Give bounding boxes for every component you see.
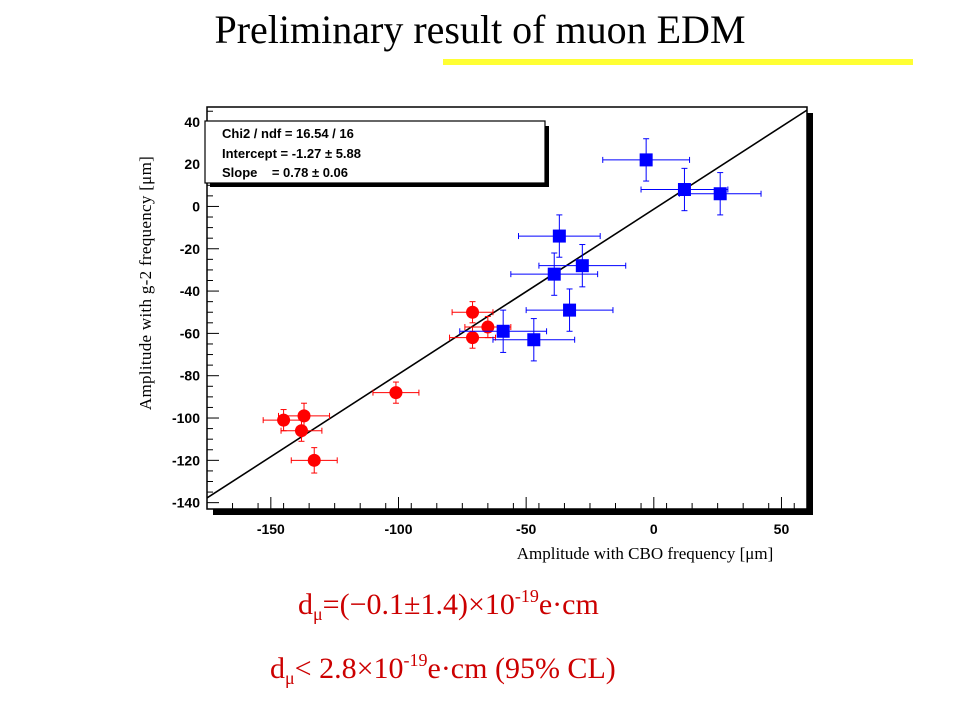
blue-square-point bbox=[517, 214, 601, 258]
blue-square-point bbox=[602, 138, 691, 182]
point-marker bbox=[677, 183, 691, 197]
stats-chi2: Chi2 / ndf = 16.54 / 16 bbox=[222, 126, 354, 141]
result-symbol: d bbox=[298, 588, 313, 621]
x-tick-label: -50 bbox=[516, 521, 536, 537]
point-marker bbox=[297, 409, 311, 423]
point-marker bbox=[563, 303, 577, 317]
slide-title: Preliminary result of muon EDM bbox=[214, 7, 746, 52]
x-tick-label: -150 bbox=[257, 521, 285, 537]
point-marker bbox=[307, 453, 321, 467]
point-marker bbox=[552, 229, 566, 243]
blue-square-point bbox=[492, 318, 576, 362]
y-tick-label: -100 bbox=[172, 410, 200, 426]
limit-value: < 2.8×10 bbox=[294, 652, 404, 685]
x-axis-label: Amplitude with CBO frequency [μm] bbox=[517, 544, 774, 563]
limit-unit: e·cm (95% CL) bbox=[427, 652, 616, 685]
result-value: =(−0.1±1.4)×10 bbox=[322, 588, 515, 621]
red-circle-point bbox=[464, 315, 512, 339]
y-tick-label: -40 bbox=[180, 283, 200, 299]
blue-square-point bbox=[510, 252, 599, 296]
result-subscript: μ bbox=[313, 604, 323, 624]
axis-ticks: -150 -100 -50 0 50 40 20 0 -20 -40 -60 -80 -100 -120 -… bbox=[172, 110, 795, 537]
limit-exponent: -19 bbox=[403, 650, 428, 670]
result-exponent: -19 bbox=[514, 586, 539, 606]
point-marker bbox=[466, 305, 480, 319]
stats-slope: Slope = 0.78 ± 0.06 bbox=[222, 165, 348, 180]
data-points bbox=[262, 138, 762, 474]
title-underline bbox=[443, 59, 913, 65]
stats-intercept: Intercept = -1.27 ± 5.88 bbox=[222, 146, 361, 161]
point-marker bbox=[466, 331, 480, 345]
point-marker bbox=[294, 424, 308, 438]
red-circle-point bbox=[290, 447, 338, 474]
y-tick-label: 20 bbox=[184, 156, 200, 172]
x-tick-label: 0 bbox=[650, 521, 658, 537]
blue-square-point bbox=[459, 309, 548, 353]
y-tick-label: 0 bbox=[192, 198, 200, 214]
stats-box-frame bbox=[204, 120, 546, 184]
stats-box: Chi2 / ndf = 16.54 / 16 Intercept = -1.2… bbox=[204, 120, 549, 187]
y-tick-label: -60 bbox=[180, 325, 200, 341]
red-circle-point bbox=[372, 381, 420, 404]
point-marker bbox=[575, 259, 589, 273]
edm-upper-limit: dμ< 2.8×10-19e·cm (95% CL) bbox=[270, 650, 616, 689]
y-tick-label: -20 bbox=[180, 241, 200, 257]
red-circle-point bbox=[451, 301, 494, 324]
point-marker bbox=[639, 153, 653, 167]
blue-square-point bbox=[678, 172, 762, 216]
red-circle-point bbox=[277, 402, 331, 430]
result-unit: e·cm bbox=[538, 588, 599, 621]
point-marker bbox=[527, 333, 541, 347]
edm-result: dμ=(−0.1±1.4)×10-19e·cm bbox=[298, 586, 599, 625]
blue-square-point bbox=[538, 244, 627, 288]
point-marker bbox=[496, 324, 510, 338]
point-marker bbox=[389, 386, 403, 400]
x-tick-label: -100 bbox=[384, 521, 412, 537]
y-tick-label: 40 bbox=[184, 114, 200, 130]
blue-square-point bbox=[525, 288, 614, 332]
point-marker bbox=[713, 187, 727, 201]
limit-symbol: d bbox=[270, 652, 285, 685]
x-tick-label: 50 bbox=[774, 521, 790, 537]
y-axis-label: Amplitude with g-2 frequency [μm] bbox=[136, 156, 155, 410]
red-circle-point bbox=[280, 419, 323, 442]
blue-square-point bbox=[640, 167, 729, 212]
limit-subscript: μ bbox=[285, 668, 295, 688]
y-tick-label: -120 bbox=[172, 452, 200, 468]
point-marker bbox=[277, 413, 291, 427]
scatter-chart: -150 -100 -50 0 50 40 20 0 -20 -40 -60 -80 -100 -120 -… bbox=[136, 106, 813, 563]
point-marker bbox=[481, 320, 495, 334]
point-marker bbox=[547, 267, 561, 281]
y-tick-label: -140 bbox=[172, 495, 200, 511]
y-tick-label: -80 bbox=[180, 368, 200, 384]
